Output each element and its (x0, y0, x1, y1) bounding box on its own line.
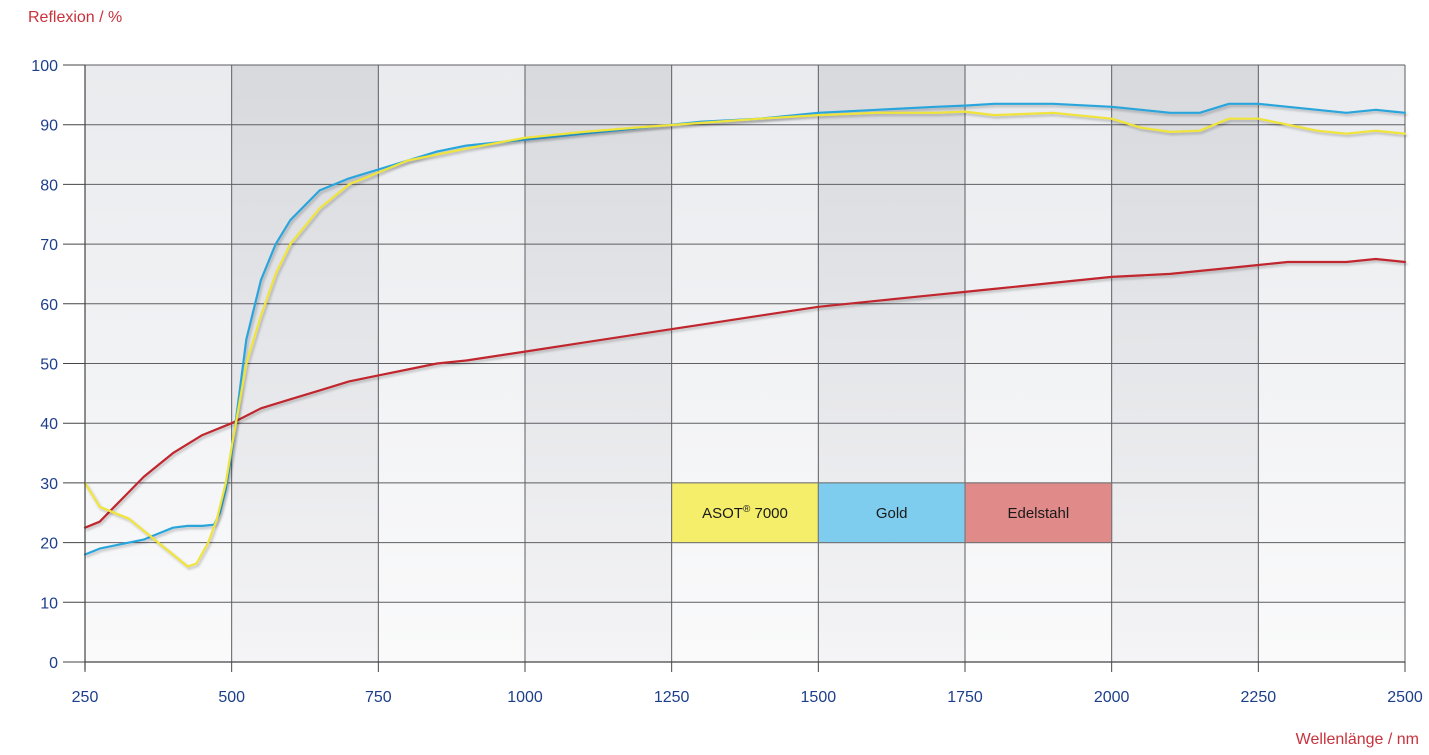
x-tick-label: 250 (72, 689, 99, 706)
y-tick-label: 20 (40, 536, 58, 553)
series-line (83, 110, 1407, 568)
x-tick-label: 1000 (507, 689, 543, 706)
y-tick-label: 10 (40, 595, 58, 612)
y-tick-label: 40 (40, 416, 58, 433)
y-tick-label: 0 (49, 655, 58, 672)
legend-item: Edelstahl (964, 482, 1113, 544)
axes: 0 10 20 30 40 50 60 70 80 90 100 250 500 750 1000 1250 1… (31, 58, 1423, 706)
x-tick-label: 1750 (947, 689, 983, 706)
legend-item: Gold (817, 482, 966, 544)
legend-item: ASOT® 7000 (671, 482, 819, 544)
x-tick-label: 500 (218, 689, 245, 706)
legend-swatch (964, 482, 1113, 544)
y-tick-label: 60 (40, 297, 58, 314)
y-tick-label: 90 (40, 118, 58, 135)
series-line (83, 102, 1407, 556)
x-tick-label: 1250 (654, 689, 690, 706)
y-tick-label: 50 (40, 357, 58, 374)
legend-swatch (817, 482, 966, 544)
legend-label: ASOT® 7000 (702, 504, 788, 522)
legend: ASOT® 7000 Gold Edelstahl (671, 482, 1113, 544)
x-tick-label: 1500 (801, 689, 837, 706)
series-lines (83, 102, 1407, 568)
legend-label: Edelstahl (1007, 505, 1069, 522)
x-tick-label: 2500 (1387, 689, 1423, 706)
x-tick-label: 2000 (1094, 689, 1130, 706)
legend-label: Gold (876, 505, 908, 522)
y-tick-label: 100 (31, 58, 58, 75)
y-tick-label: 80 (40, 177, 58, 194)
y-tick-label: 30 (40, 476, 58, 493)
legend-swatch (671, 482, 819, 544)
x-tick-label: 750 (365, 689, 392, 706)
x-axis-label: Wellenlänge / nm (1295, 731, 1419, 748)
series-line (83, 257, 1407, 529)
y-axis-label: Reflexion / % (28, 9, 123, 26)
y-tick-label: 70 (40, 237, 58, 254)
x-tick-label: 2250 (1241, 689, 1277, 706)
